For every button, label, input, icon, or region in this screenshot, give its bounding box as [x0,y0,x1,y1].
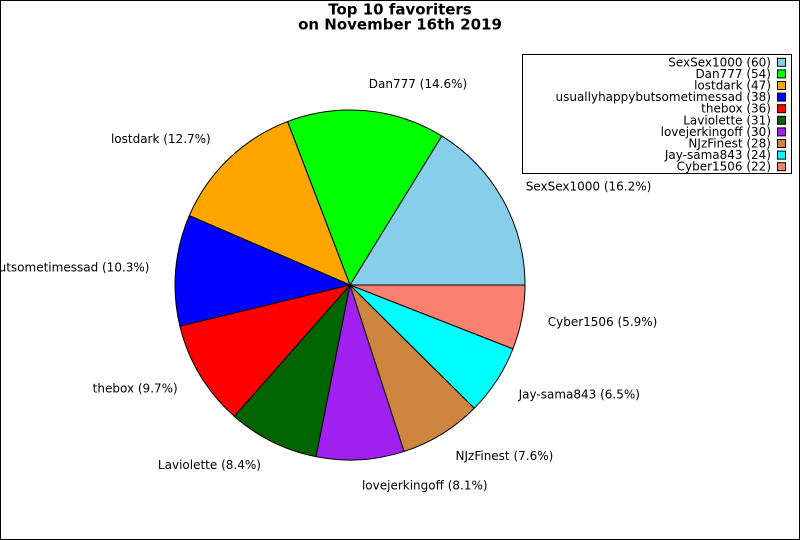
pie-slice [233,283,351,458]
slice-label: thebox (9.7%) [93,382,178,396]
legend-swatch [777,139,786,148]
legend-label: Laviolette (31) [683,113,771,127]
slice-label: usuallyhappybutsometimessad (10.3%) [0,260,149,274]
slice-label: lovejerkingoff (8.1%) [362,478,488,492]
legend-swatch [777,115,786,125]
pie-slice [179,284,352,418]
legend-swatch [777,81,786,90]
slice-label: Laviolette (8.4%) [158,458,261,472]
slice-label: Dan777 (14.6%) [369,77,467,91]
slice-label: NJzFinest (7.6%) [456,449,554,463]
legend-label: Jay-sama843 (24) [664,148,771,162]
legend-label: thebox (36) [701,102,771,116]
legend-swatch [777,150,786,160]
legend-box [522,54,792,174]
legend-label: usuallyhappybutsometimessad (38) [555,90,771,104]
legend-label: NJzFinest (28) [688,137,771,151]
legend-label: Dan777 (54) [695,67,771,81]
legend-label: lovejerkingoff (30) [661,125,771,139]
legend-swatch [777,127,786,137]
legend-swatch [777,69,786,79]
legend-label: SexSex1000 (60) [668,55,771,69]
legend-swatch [777,104,786,114]
pie-slice [349,135,526,286]
legend-swatch [777,57,786,67]
legend-swatch [777,92,786,102]
legend-label: lostdark (47) [694,79,771,93]
pie-slice [349,284,526,350]
pie-slice [315,283,405,461]
legend-swatch [777,162,786,172]
slice-label: SexSex1000 (16.2%) [526,179,652,193]
slice-label: Cyber1506 (5.9%) [548,315,658,329]
pie-slice [286,109,443,287]
slice-label: Jay-sama843 (6.5%) [518,387,640,401]
chart-subtitle: on November 16th 2019 [298,16,502,34]
pie-slice [188,120,351,286]
slice-label: lostdark (12.7%) [111,132,211,146]
chart-title: Top 10 favoriters [328,1,472,19]
pie-slice [174,214,352,327]
legend-label: Cyber1506 (22) [677,160,771,174]
